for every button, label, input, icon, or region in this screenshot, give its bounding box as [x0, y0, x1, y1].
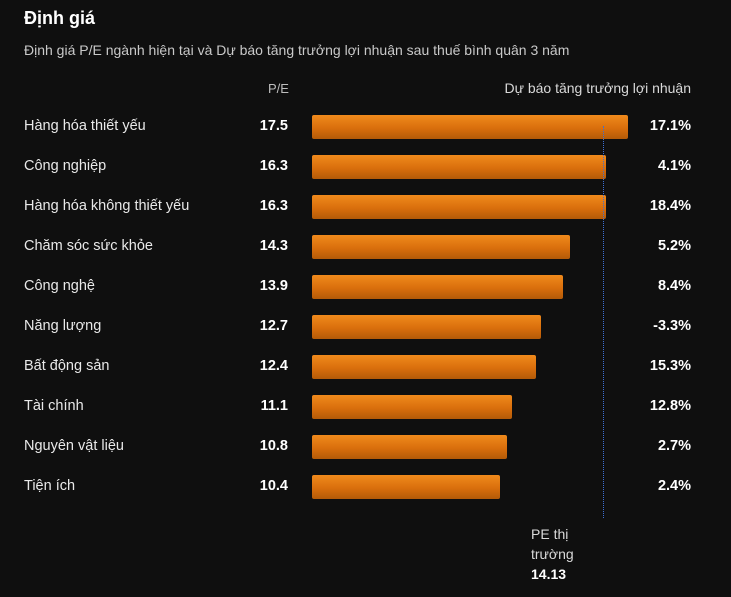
- pe-bar: [312, 275, 563, 299]
- growth-value-label: 12.8%: [649, 398, 691, 414]
- pe-bar: [312, 435, 507, 459]
- pe-value-label: 12.4: [259, 358, 288, 374]
- pe-value-label: 14.3: [259, 238, 288, 254]
- pe-bar: [312, 315, 541, 339]
- pe-value-label: 11.1: [260, 398, 288, 414]
- market-pe-label-line2: trường: [531, 546, 574, 562]
- chart-title: Định giá: [24, 8, 95, 28]
- pe-value-label: 10.4: [259, 478, 288, 494]
- category-label: Hàng hóa không thiết yếu: [24, 198, 190, 214]
- pe-bar: [312, 155, 606, 179]
- pe-value-label: 17.5: [259, 118, 288, 134]
- category-label: Công nghiệp: [24, 158, 107, 174]
- pe-value-label: 13.9: [259, 278, 288, 294]
- market-pe-label-line1: PE thị: [531, 526, 569, 542]
- category-label: Hàng hóa thiết yếu: [24, 118, 146, 134]
- market-pe-reference-line: [603, 126, 604, 518]
- market-pe-label: PE thị trường 14.13: [531, 524, 574, 584]
- pe-bar: [312, 475, 500, 499]
- growth-value-label: 18.4%: [649, 198, 691, 214]
- category-label: Tài chính: [24, 398, 84, 414]
- growth-value-label: -3.3%: [653, 318, 691, 334]
- pe-bar: [312, 115, 628, 139]
- pe-value-label: 12.7: [259, 318, 288, 334]
- growth-value-label: 5.2%: [657, 238, 691, 254]
- pe-bar: [312, 235, 570, 259]
- pe-value-label: 10.8: [259, 438, 288, 454]
- category-label: Bất động sản: [24, 358, 110, 374]
- category-label: Nguyên vật liệu: [24, 438, 124, 454]
- growth-value-label: 15.3%: [649, 358, 691, 374]
- category-label: Tiện ích: [24, 478, 76, 494]
- pe-value-label: 16.3: [259, 158, 288, 174]
- pe-column-header: P/E: [268, 81, 289, 96]
- growth-column-header: Dự báo tăng trưởng lợi nhuận: [504, 80, 691, 96]
- chart-subtitle: Định giá P/E ngành hiện tại và Dự báo tă…: [24, 42, 570, 58]
- market-pe-value: 14.13: [531, 566, 567, 582]
- category-label: Chăm sóc sức khỏe: [24, 238, 153, 254]
- pe-bar: [312, 195, 606, 219]
- pe-value-label: 16.3: [259, 198, 288, 214]
- growth-value-label: 2.7%: [657, 438, 691, 454]
- pe-bar: [312, 355, 536, 379]
- pe-bar: [312, 395, 512, 419]
- growth-value-label: 8.4%: [657, 278, 691, 294]
- category-label: Công nghệ: [24, 278, 95, 294]
- growth-value-label: 4.1%: [657, 158, 691, 174]
- growth-value-label: 2.4%: [657, 478, 691, 494]
- category-label: Năng lượng: [24, 318, 102, 334]
- growth-value-label: 17.1%: [649, 118, 691, 134]
